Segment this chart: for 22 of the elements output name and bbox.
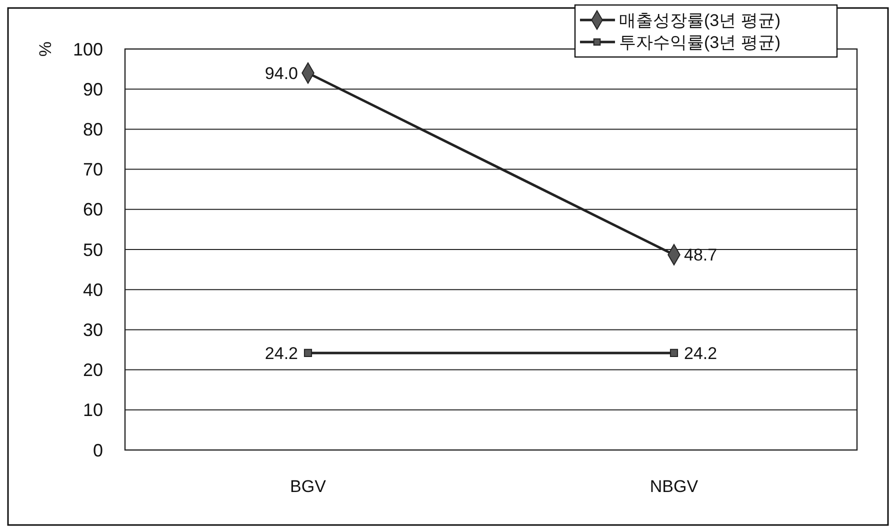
legend-label: 매출성장률(3년 평균)	[619, 10, 780, 30]
y-tick-label: 0	[92, 440, 103, 460]
data-label: 24.2	[264, 344, 298, 363]
data-label: 94.0	[264, 64, 298, 84]
y-tick-label: 90	[82, 79, 103, 100]
y-axis-title: %	[36, 41, 55, 57]
y-tick-label: 10	[82, 400, 103, 420]
point	[304, 348, 312, 357]
y-tick-label: 80	[82, 120, 103, 140]
y-tick-label: 50	[82, 240, 103, 260]
y-tick-label: 30	[82, 320, 103, 340]
point	[670, 348, 678, 357]
x-tick-label: NBGV	[650, 477, 699, 496]
y-tick-label: 100	[72, 39, 103, 60]
y-tick-label: 60	[82, 200, 103, 220]
y-tick-label: 20	[82, 360, 103, 380]
data-label: 48.7	[684, 246, 718, 265]
x-tick-label: BGV	[290, 477, 327, 496]
y-tick-label: 70	[82, 160, 103, 180]
y-tick-label: 40	[82, 280, 103, 300]
data-label: 24.2	[684, 344, 718, 363]
legend-label: 투자수익률(3년 평균)	[619, 32, 780, 52]
